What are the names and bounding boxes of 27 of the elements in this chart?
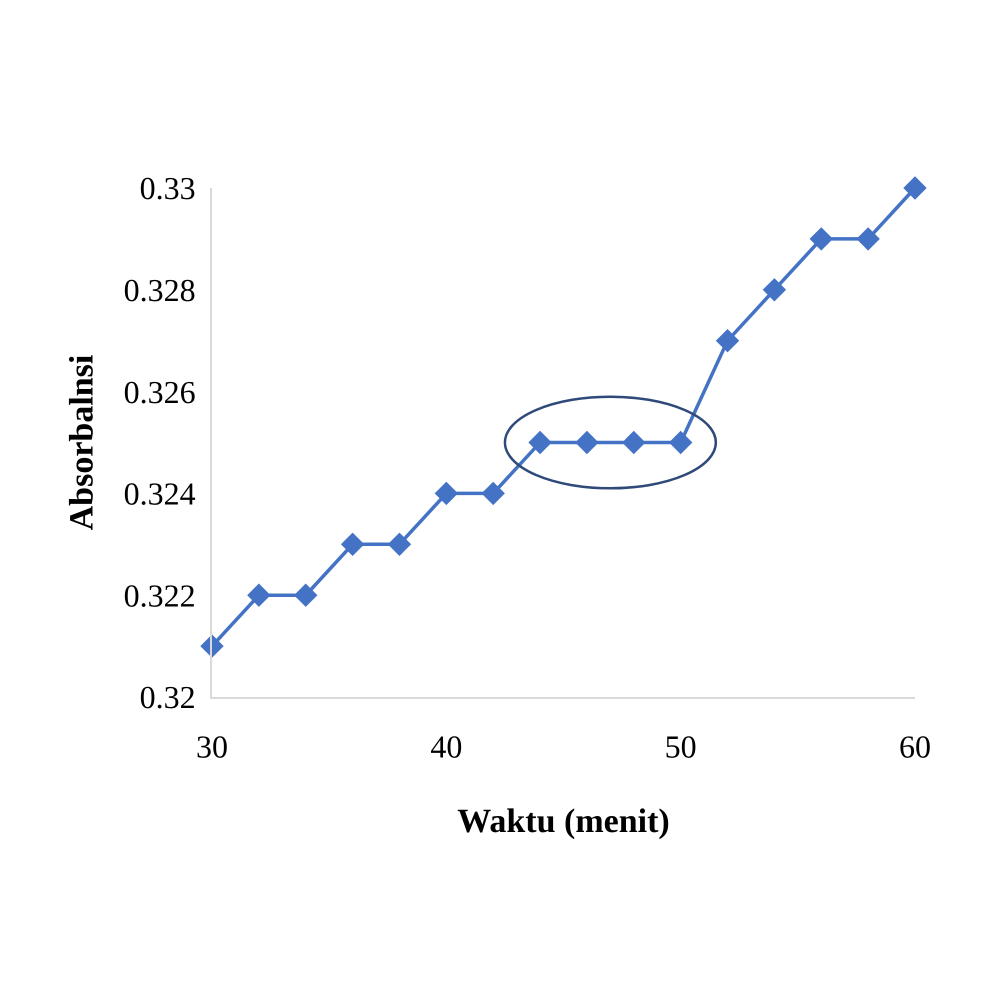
point: [340, 532, 364, 556]
point: [247, 584, 271, 607]
x-tick-label: 30: [196, 728, 228, 764]
point: [575, 430, 599, 454]
point: [294, 584, 318, 607]
y-tick-label: 0.322: [124, 577, 196, 614]
y-axis-title: Absorbalnsi: [64, 354, 101, 530]
y-tick-label: 0.328: [124, 272, 196, 308]
point: [668, 430, 692, 454]
point: [762, 278, 786, 302]
y-tick-label: 0.324: [124, 476, 196, 512]
point: [388, 532, 412, 556]
point: [622, 430, 646, 454]
point: [716, 329, 740, 352]
x-tick-label: 60: [899, 728, 931, 764]
y-tick-label: 0.326: [124, 374, 196, 410]
point: [856, 227, 880, 251]
point: [903, 176, 927, 200]
point: [482, 482, 505, 506]
point: [528, 430, 552, 454]
x-tick-label: 40: [430, 728, 462, 764]
y-tick-label: 0.33: [140, 170, 196, 206]
point: [434, 482, 458, 506]
x-tick-label: 50: [664, 728, 697, 764]
point: [810, 227, 833, 251]
y-tick-label: 0.32: [140, 679, 196, 716]
x-axis-title: Waktu (menit): [457, 803, 670, 840]
